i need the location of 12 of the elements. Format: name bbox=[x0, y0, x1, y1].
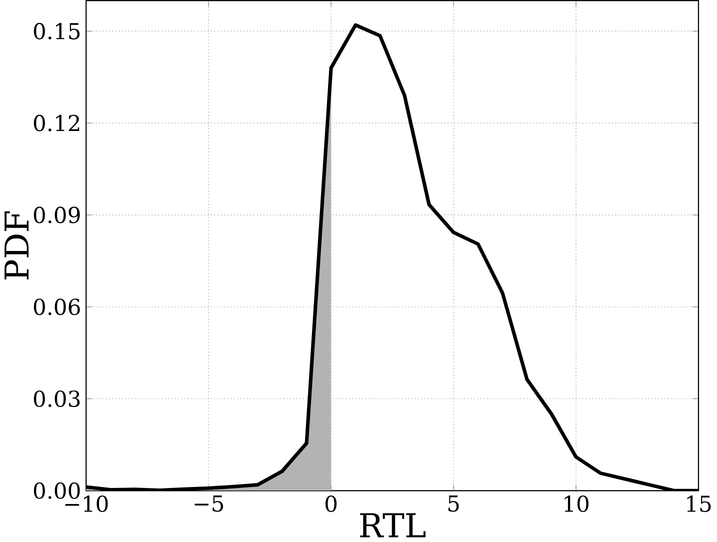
x-tick-label: −5 bbox=[194, 496, 224, 512]
x-tick-label: 0 bbox=[326, 496, 337, 512]
x-tick-label: 15 bbox=[687, 496, 711, 512]
y-tick-label: 0.09 bbox=[34, 206, 80, 224]
y-tick-label: 0.03 bbox=[34, 390, 80, 408]
y-tick-label: 0.15 bbox=[34, 22, 80, 40]
x-axis-title: RTL bbox=[360, 513, 426, 538]
x-tick-label: 5 bbox=[448, 496, 459, 512]
y-tick-label: 0.12 bbox=[34, 114, 80, 132]
y-tick-label: 0.06 bbox=[34, 298, 80, 316]
y-axis-title: PDF bbox=[4, 211, 29, 280]
x-tick-label: 10 bbox=[564, 496, 588, 512]
